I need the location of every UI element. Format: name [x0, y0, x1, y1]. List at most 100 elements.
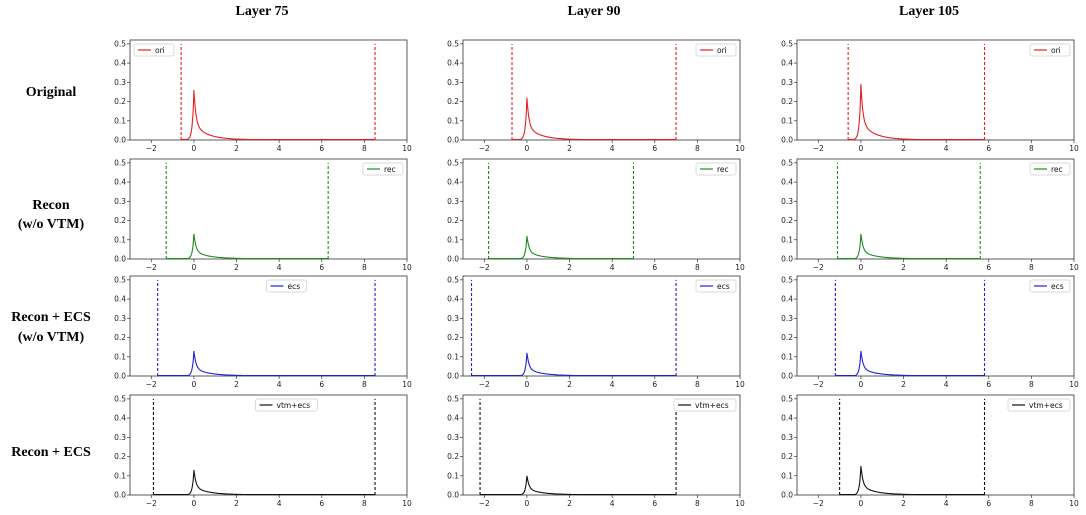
y-tick-label: 0.0 [447, 491, 459, 500]
y-tick-label: 0.2 [781, 333, 793, 342]
x-tick-label: 0 [192, 263, 197, 272]
x-tick-label: 10 [1069, 380, 1079, 389]
y-tick-label: 0.5 [781, 158, 793, 167]
x-tick-label: 2 [901, 380, 906, 389]
legend-box [133, 43, 175, 57]
x-tick-label: 10 [735, 499, 745, 508]
y-tick-label: 0.2 [781, 216, 793, 225]
x-tick-label: 8 [695, 499, 700, 508]
y-tick-label: 0.1 [114, 352, 126, 361]
legend-label: ori [1051, 46, 1061, 55]
y-tick-label: 0.2 [114, 333, 126, 342]
x-tick-label: 10 [1069, 263, 1079, 272]
y-tick-label: 0.1 [447, 352, 459, 361]
x-tick-label: 2 [567, 499, 572, 508]
y-tick-label: 0.3 [781, 433, 793, 442]
x-tick-label: 0 [859, 499, 864, 508]
y-tick-label: 0.2 [781, 452, 793, 461]
y-tick-label: 0.0 [781, 372, 793, 381]
column-title-layer-90: Layer 90 [567, 4, 620, 19]
legend: vtm+ecs [255, 398, 318, 412]
legend-box [695, 162, 737, 176]
x-tick-label: 4 [944, 380, 949, 389]
y-tick-label: 0.0 [447, 136, 459, 145]
y-tick-label: 0.3 [114, 197, 126, 206]
legend-box [695, 279, 737, 293]
x-tick-label: 8 [695, 263, 700, 272]
y-tick-label: 0.1 [781, 471, 793, 480]
y-tick-label: 0.0 [114, 255, 126, 264]
y-tick-label: 0.3 [447, 78, 459, 87]
x-tick-label: 2 [567, 144, 572, 153]
x-tick-label: −2 [146, 263, 157, 272]
x-tick-label: 2 [901, 144, 906, 153]
y-tick-label: 0.1 [114, 235, 126, 244]
x-tick-label: 6 [652, 499, 657, 508]
x-tick-label: 8 [1029, 380, 1034, 389]
x-tick-label: −2 [146, 499, 157, 508]
legend: ori [133, 43, 175, 57]
y-tick-label: 0.1 [447, 116, 459, 125]
y-tick-label: 0.4 [447, 295, 459, 304]
x-tick-label: 10 [1069, 144, 1079, 153]
subplot-panels: −2 0 2 4 6 8 10 0.0 0.1 0.2 0.3 0.4 0.5 ori −2 0 2 4 6 8 10 0… [114, 39, 1079, 508]
legend-label: vtm+ecs [695, 401, 729, 410]
x-tick-label: 2 [234, 380, 239, 389]
x-tick-label: −2 [146, 380, 157, 389]
legend-box [266, 279, 307, 293]
series-line-rec [488, 235, 634, 260]
legend: ecs [266, 279, 307, 293]
legend-box [673, 398, 737, 412]
x-tick-label: 4 [944, 144, 949, 153]
y-tick-label: 0.5 [447, 158, 459, 167]
y-tick-label: 0.2 [114, 216, 126, 225]
y-tick-label: 0.5 [447, 39, 459, 48]
x-tick-label: 8 [1029, 499, 1034, 508]
x-tick-label: 2 [234, 144, 239, 153]
x-tick-label: 4 [610, 263, 615, 272]
y-tick-label: 0.1 [781, 116, 793, 125]
row-title-recon-ecs-vtm: Recon + ECS [11, 445, 91, 460]
legend-box [255, 398, 318, 412]
x-tick-label: 10 [1069, 499, 1079, 508]
x-tick-label: 4 [277, 380, 282, 389]
legend-box [695, 43, 737, 57]
subplot-3-0: −2 0 2 4 6 8 10 0.0 0.1 0.2 0.3 0.4 0.5 vtm+ecs [114, 394, 412, 508]
legend-label: ori [717, 46, 727, 55]
x-tick-label: 8 [362, 380, 367, 389]
x-tick-label: 6 [986, 380, 991, 389]
y-tick-label: 0.5 [781, 275, 793, 284]
x-tick-label: 0 [192, 499, 197, 508]
row-title-recon-sub: (w/o VTM) [18, 217, 85, 232]
legend-box [362, 162, 404, 176]
x-tick-label: −2 [813, 144, 824, 153]
y-tick-label: 0.1 [447, 471, 459, 480]
x-tick-label: 0 [192, 380, 197, 389]
x-tick-label: 6 [319, 144, 324, 153]
series-line-ori [512, 97, 677, 141]
legend-box [1029, 43, 1071, 57]
legend-label: ecs [1051, 282, 1064, 291]
y-tick-label: 0.3 [447, 314, 459, 323]
subplot-2-0: −2 0 2 4 6 8 10 0.0 0.1 0.2 0.3 0.4 0.5 ecs [114, 275, 412, 389]
series-line-ecs [157, 350, 375, 377]
x-tick-label: 0 [859, 380, 864, 389]
row-title-recon-ecs-sub: (w/o VTM) [18, 330, 85, 345]
y-tick-label: 0.2 [114, 97, 126, 106]
x-tick-label: 10 [735, 144, 745, 153]
y-tick-label: 0.0 [447, 255, 459, 264]
x-tick-label: 6 [986, 263, 991, 272]
subplot-3-1: −2 0 2 4 6 8 10 0.0 0.1 0.2 0.3 0.4 0.5 vtm+ecs [447, 394, 745, 508]
x-tick-label: −2 [479, 380, 490, 389]
x-tick-label: 8 [1029, 263, 1034, 272]
y-tick-label: 0.1 [781, 235, 793, 244]
legend: ecs [1029, 279, 1071, 293]
y-tick-label: 0.2 [447, 452, 459, 461]
y-tick-label: 0.5 [114, 275, 126, 284]
series-line-vtm+ecs [839, 466, 985, 496]
y-tick-label: 0.3 [781, 197, 793, 206]
y-tick-label: 0.0 [781, 136, 793, 145]
x-tick-label: 0 [192, 144, 197, 153]
legend-box [1029, 162, 1071, 176]
y-tick-label: 0.2 [447, 97, 459, 106]
